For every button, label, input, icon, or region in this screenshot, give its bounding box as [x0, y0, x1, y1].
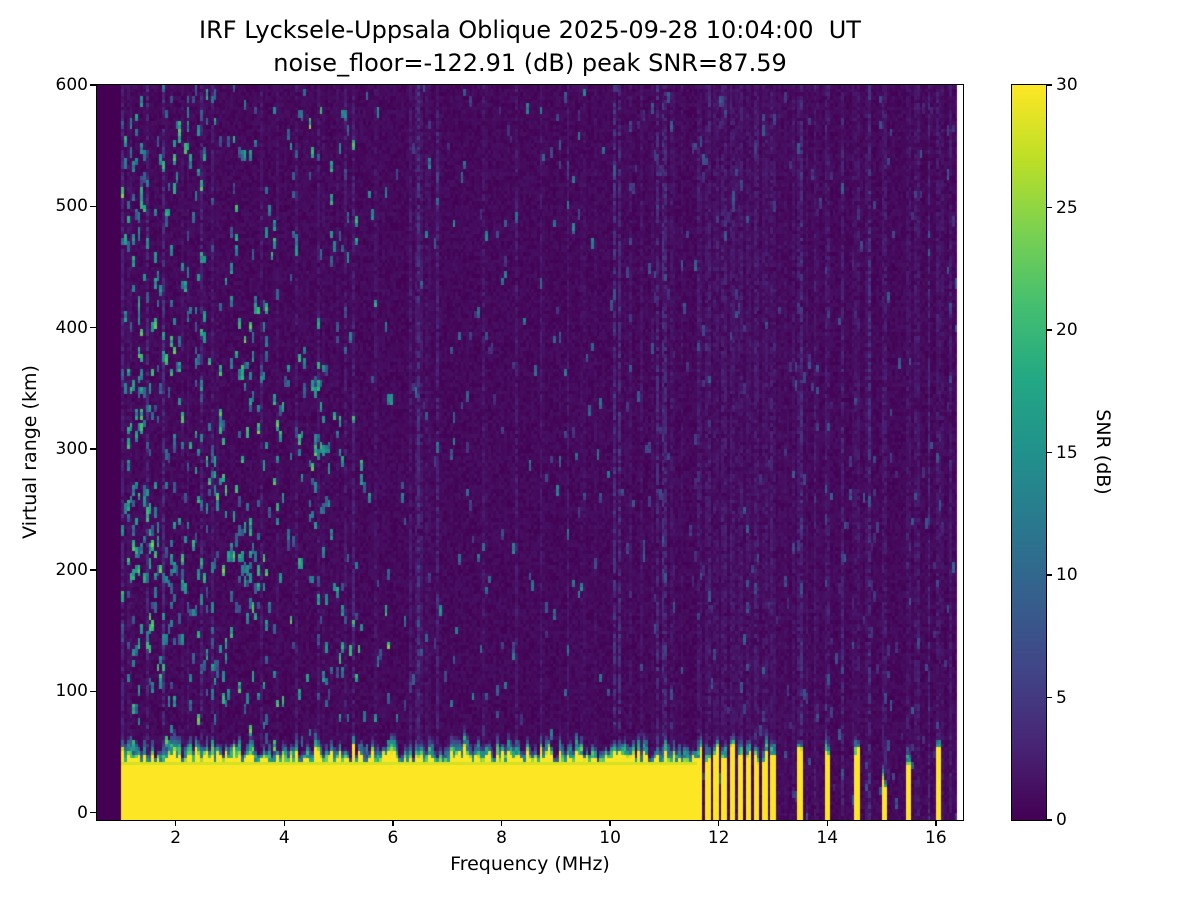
chart-title-line1: IRF Lycksele-Uppsala Oblique 2025-09-28 … — [199, 16, 861, 44]
colorbar-gradient-canvas — [1012, 85, 1046, 820]
colorbar-tick-mark — [1046, 206, 1052, 209]
colorbar-tick-label: 30 — [1056, 75, 1078, 95]
x-tick-mark — [826, 820, 828, 826]
x-tick-mark — [500, 820, 503, 826]
x-tick-mark — [935, 820, 937, 826]
chart-title-line2: noise_floor=-122.91 (dB) peak SNR=87.59 — [273, 49, 787, 77]
x-tick-mark — [174, 820, 177, 826]
y-tick-label: 600 — [55, 75, 88, 95]
x-tick-label: 14 — [816, 828, 839, 848]
colorbar-tick-mark — [1046, 84, 1052, 86]
colorbar-tick-mark — [1046, 819, 1052, 821]
y-tick-label: 0 — [77, 802, 88, 823]
plot-border — [96, 84, 964, 821]
colorbar-tick-label: 15 — [1056, 442, 1078, 463]
y-tick-mark — [90, 84, 97, 86]
y-axis-label: Virtual range (km) — [19, 365, 41, 539]
y-tick-label: 400 — [55, 317, 88, 338]
colorbar-label: SNR (dB) — [1092, 409, 1114, 495]
y-tick-mark — [90, 569, 97, 571]
x-tick-label: 6 — [387, 828, 399, 848]
colorbar-tick-label: 20 — [1056, 320, 1078, 340]
colorbar-tick-label: 5 — [1056, 687, 1067, 708]
y-tick-mark — [90, 448, 97, 450]
x-tick-label: 2 — [170, 828, 182, 848]
colorbar-tick-mark — [1046, 574, 1052, 576]
y-tick-mark — [90, 690, 97, 693]
y-tick-mark — [90, 205, 97, 208]
colorbar-tick-mark — [1046, 329, 1052, 331]
chart-title: IRF Lycksele-Uppsala Oblique 2025-09-28 … — [97, 14, 963, 80]
colorbar-tick-mark — [1046, 696, 1052, 699]
heatmap-canvas — [97, 85, 963, 820]
x-tick-mark — [717, 820, 720, 826]
y-tick-mark — [90, 326, 97, 329]
colorbar-tick-label: 25 — [1056, 197, 1078, 218]
colorbar-tick-label: 0 — [1056, 810, 1067, 830]
x-tick-label: 10 — [599, 828, 621, 848]
x-tick-label: 8 — [496, 828, 507, 848]
x-tick-label: 12 — [707, 828, 730, 848]
y-tick-label: 100 — [55, 681, 88, 702]
x-tick-mark — [392, 820, 394, 826]
x-axis-label: Frequency (MHz) — [450, 853, 610, 875]
y-tick-label: 300 — [55, 438, 88, 459]
y-tick-label: 200 — [55, 560, 88, 581]
y-tick-mark — [90, 811, 97, 814]
x-tick-mark — [609, 820, 611, 826]
x-tick-mark — [283, 820, 286, 826]
y-tick-label: 500 — [55, 196, 88, 217]
colorbar-tick-mark — [1046, 451, 1052, 454]
colorbar-tick-label: 10 — [1056, 565, 1078, 585]
x-tick-label: 4 — [278, 828, 290, 848]
x-tick-label: 16 — [925, 828, 947, 848]
